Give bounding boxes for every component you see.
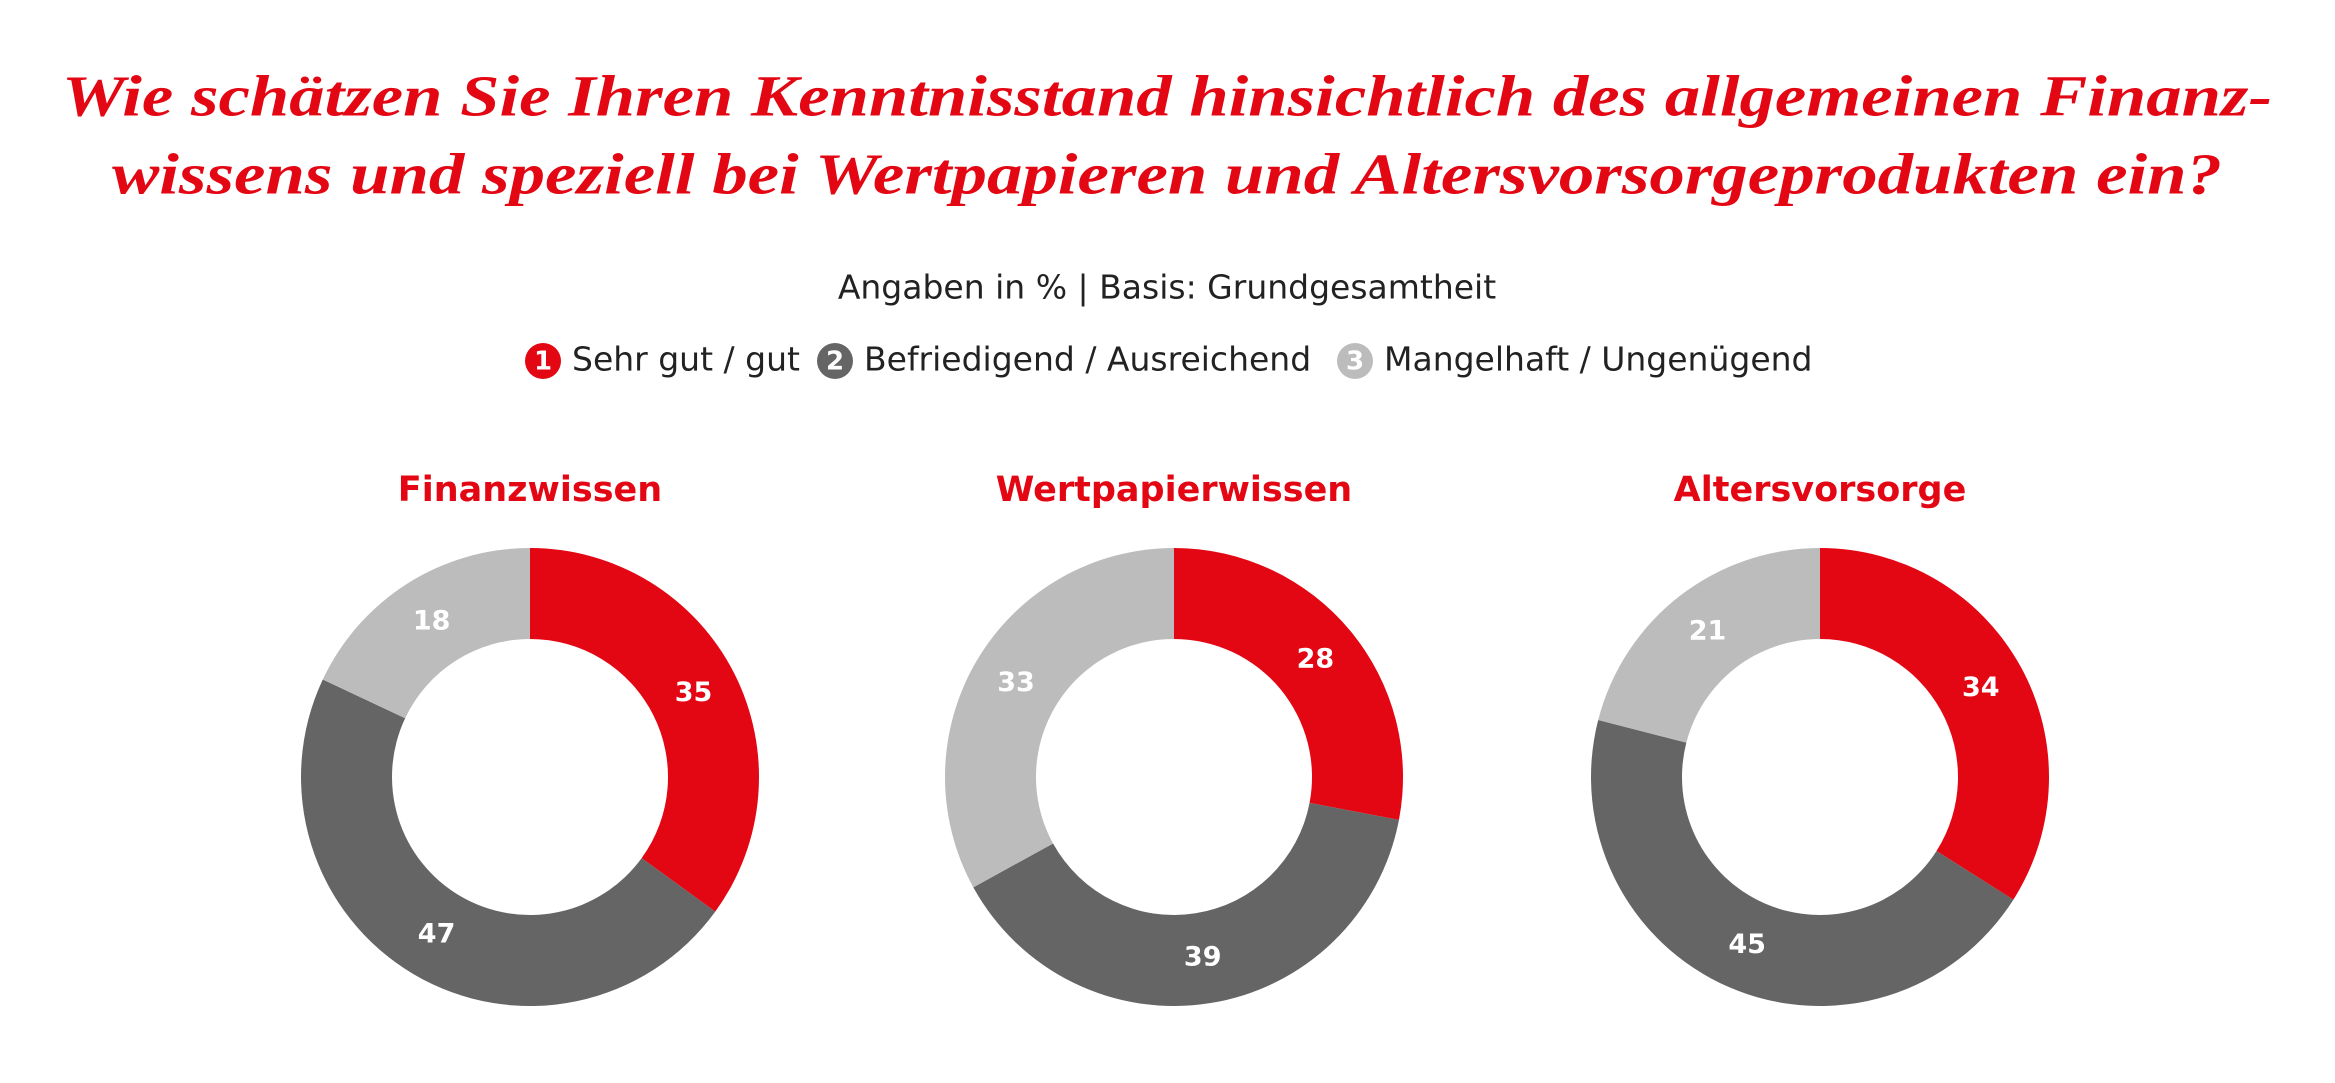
- legend-label: Befriedigend / Ausreichend: [864, 340, 1311, 379]
- donut-segment: [530, 548, 760, 912]
- value-label: 21: [1689, 616, 1727, 647]
- value-label: 34: [1962, 672, 2000, 703]
- value-label: 47: [418, 918, 456, 949]
- donut-segment: [1820, 548, 2049, 900]
- legend-label: Mangelhaft / Ungenügend: [1384, 340, 1813, 379]
- legend-marker: [525, 343, 561, 379]
- value-label: 33: [997, 667, 1035, 698]
- legend-label: Sehr gut / gut: [572, 340, 800, 379]
- chart-title: Finanzwissen: [398, 470, 662, 510]
- value-label: 18: [413, 606, 451, 637]
- legend-marker: [1337, 343, 1373, 379]
- donut-segment: [1591, 720, 2014, 1006]
- title-line: wissens und speziell bei Wertpapieren un…: [112, 141, 2222, 206]
- chart-title: Altersvorsorge: [1674, 470, 1967, 510]
- value-label: 39: [1184, 942, 1222, 973]
- donut-segment: [322, 548, 530, 719]
- value-label: 28: [1297, 644, 1335, 675]
- value-label: 45: [1728, 929, 1766, 960]
- legend-marker: [817, 343, 853, 379]
- chart-title: Wertpapierwissen: [996, 470, 1352, 510]
- donut-segment: [1174, 548, 1403, 820]
- legend-number: 1: [534, 347, 552, 377]
- value-label: 35: [675, 677, 713, 708]
- subtitle: Angaben in % | Basis: Grundgesamtheit: [838, 268, 1496, 307]
- title-line: Wie schätzen Sie Ihren Kenntnisstand hin…: [62, 63, 2272, 128]
- donut-segment: [944, 548, 1174, 888]
- legend-number: 3: [1346, 347, 1364, 377]
- donut-segment: [973, 802, 1399, 1006]
- donut-segment: [300, 679, 716, 1007]
- donut-segment: [1598, 548, 1820, 743]
- legend-number: 2: [826, 347, 844, 377]
